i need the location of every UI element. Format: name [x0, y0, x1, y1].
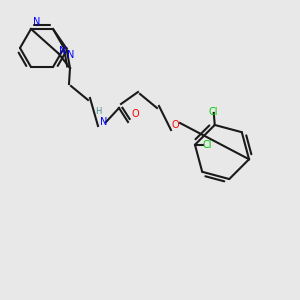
Text: N: N — [33, 17, 40, 27]
Text: O: O — [171, 120, 179, 130]
Text: Cl: Cl — [208, 107, 218, 117]
Text: O: O — [131, 109, 139, 119]
Text: H: H — [95, 107, 101, 116]
Text: N: N — [68, 50, 75, 61]
Text: N: N — [59, 46, 67, 56]
Text: N: N — [100, 117, 108, 127]
Text: Cl: Cl — [203, 140, 212, 150]
